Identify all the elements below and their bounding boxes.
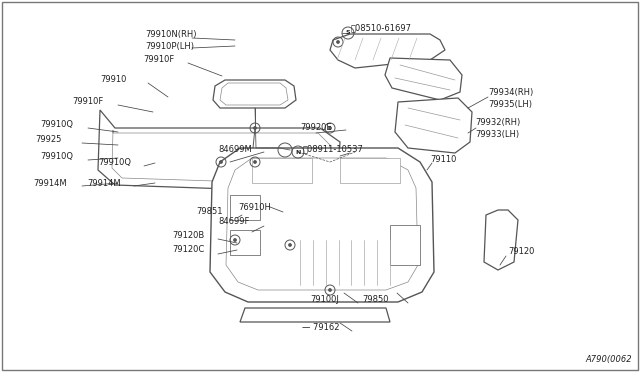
Polygon shape [98,110,340,192]
Text: 79910Q: 79910Q [40,121,73,129]
Bar [340,158,400,183]
Bar [390,225,420,265]
Text: 79910N(RH): 79910N(RH) [145,31,196,39]
Text: A790(0062: A790(0062 [586,355,632,364]
Circle shape [328,289,332,292]
Text: 79920E: 79920E [300,122,332,131]
Text: 79851: 79851 [196,206,223,215]
Circle shape [337,41,339,44]
Text: 79910: 79910 [100,76,126,84]
Text: 79110: 79110 [430,155,456,164]
Polygon shape [213,80,296,108]
Polygon shape [395,98,472,153]
Text: 79850: 79850 [362,295,388,304]
Text: 79925: 79925 [35,135,61,144]
Polygon shape [385,58,462,100]
Text: 79914M: 79914M [33,179,67,187]
Text: 79120C: 79120C [172,246,204,254]
Text: 79120: 79120 [508,247,534,257]
Bar [230,195,260,220]
Text: 79910F: 79910F [72,96,103,106]
Text: 79910Q: 79910Q [98,158,131,167]
Polygon shape [484,210,518,270]
Text: Ⓝ08911-10537: Ⓝ08911-10537 [303,144,364,154]
Text: 79910Q: 79910Q [40,153,73,161]
Polygon shape [210,148,434,302]
Circle shape [220,160,223,164]
Text: 79100J: 79100J [310,295,339,304]
Text: 79935(LH): 79935(LH) [488,100,532,109]
Text: 76910H: 76910H [238,202,271,212]
Polygon shape [240,308,390,322]
Text: 79120B: 79120B [172,231,204,241]
Text: 79914M: 79914M [87,179,120,187]
Text: 79910F: 79910F [143,55,174,64]
Text: S: S [346,31,350,35]
Circle shape [253,160,257,164]
Text: Ⓢ08510-61697: Ⓢ08510-61697 [351,23,412,32]
Text: 84699M: 84699M [218,144,252,154]
Text: 79910P(LH): 79910P(LH) [145,42,194,51]
Text: 79934(RH): 79934(RH) [488,89,533,97]
Circle shape [253,126,257,129]
Circle shape [328,126,332,129]
Text: 79932(RH): 79932(RH) [475,119,520,128]
Polygon shape [330,34,445,68]
Text: 79933(LH): 79933(LH) [475,131,519,140]
Text: N: N [295,150,301,154]
Bar [230,230,260,255]
Text: 84699F: 84699F [218,218,250,227]
Bar [252,158,312,183]
Text: — 79162: — 79162 [302,324,339,333]
Circle shape [234,238,237,241]
Circle shape [289,244,291,247]
